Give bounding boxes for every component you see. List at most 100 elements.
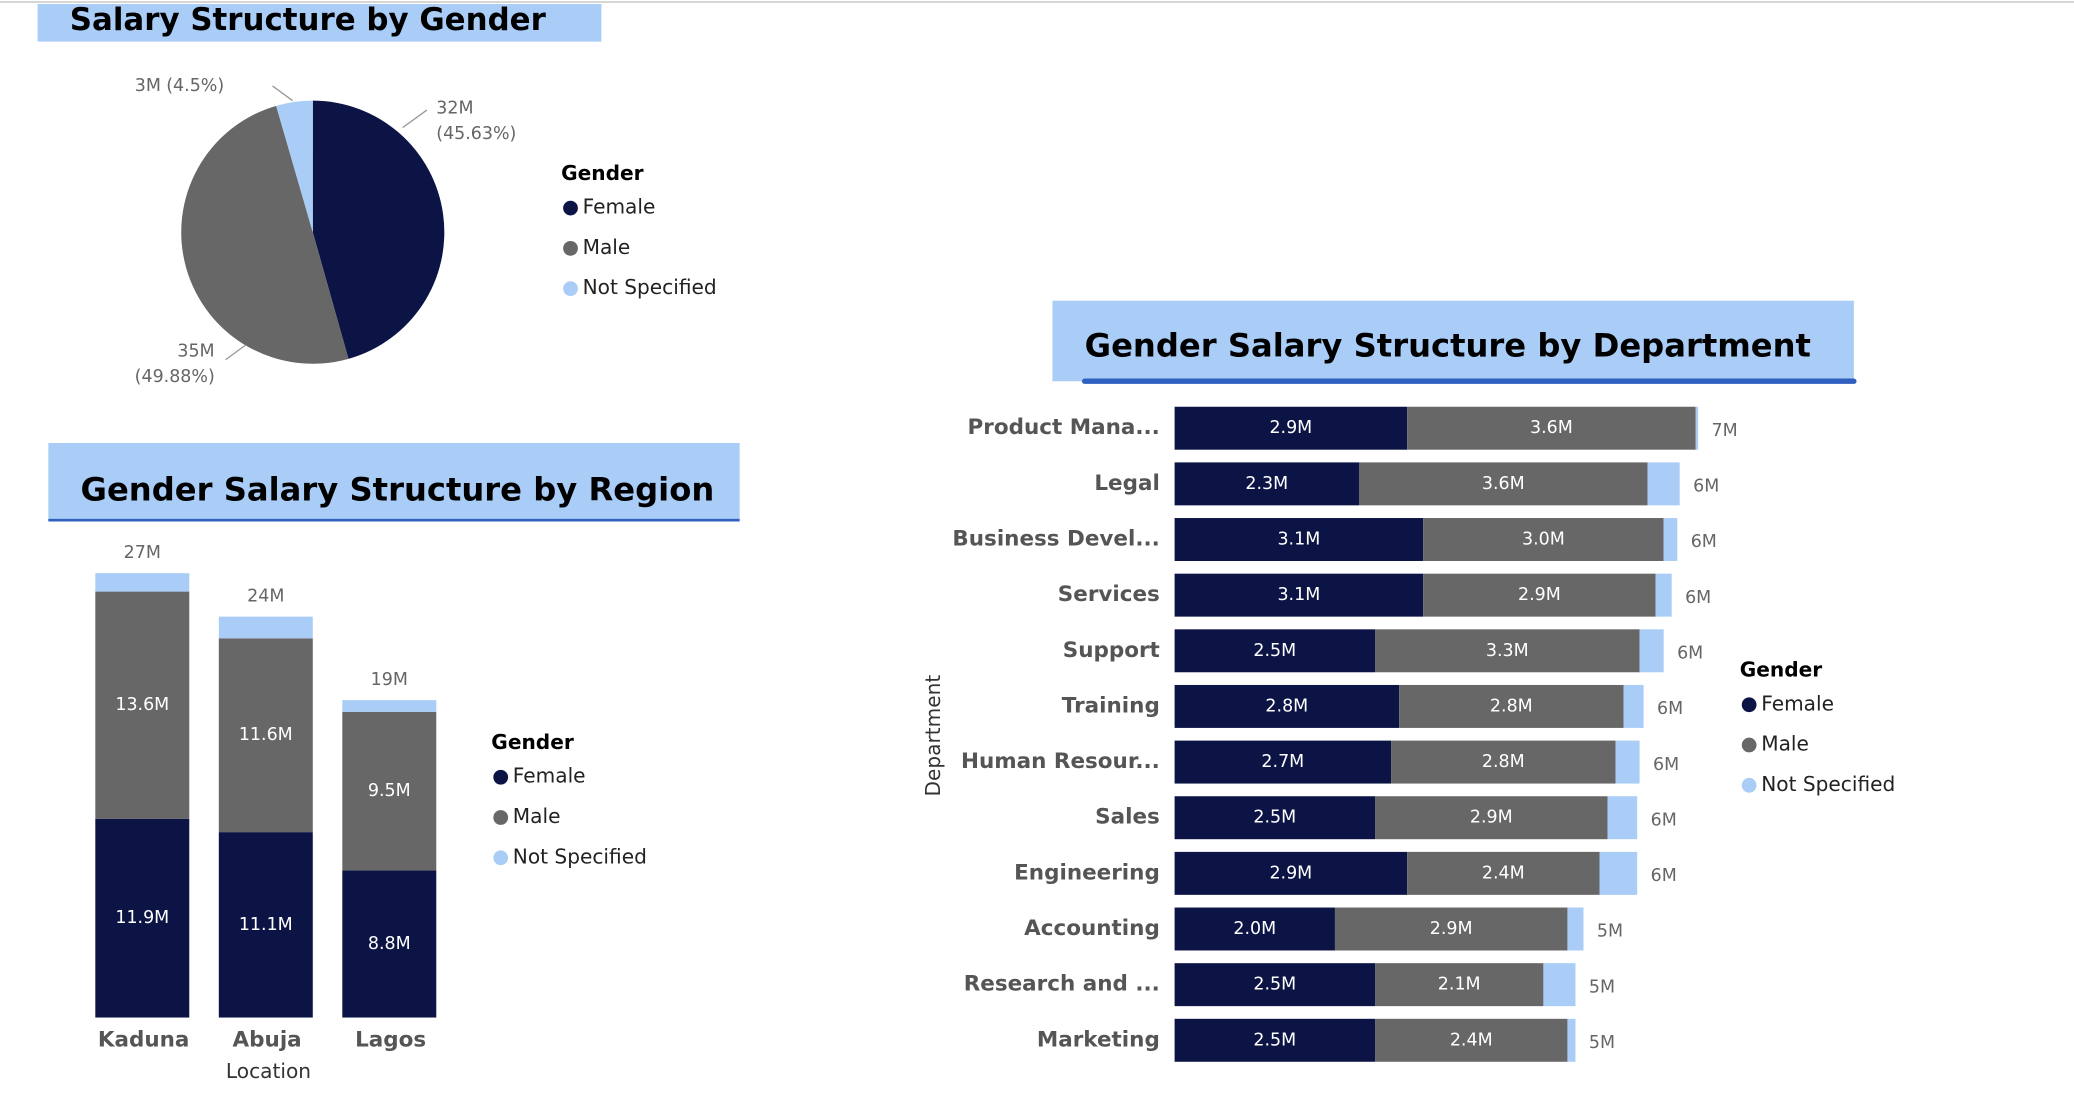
bar-segment: [1391, 740, 1616, 784]
bar-segment: [95, 573, 190, 592]
data-label: 2.4M: [1450, 1030, 1493, 1050]
data-label: 2.4M: [1482, 863, 1525, 883]
data-label: 2.5M: [1253, 808, 1296, 828]
y-tick-label: Product Mana...: [968, 415, 1160, 440]
value-label: 35M: [177, 342, 214, 362]
total-label: 5M: [1589, 977, 1615, 997]
bar-segment: [1543, 963, 1576, 1007]
total-label: 6M: [1651, 810, 1677, 830]
legend-label: Male: [1761, 732, 1809, 756]
bar-segment: [1423, 518, 1664, 561]
data-label: 3.1M: [1277, 585, 1320, 605]
total-label: 24M: [247, 587, 284, 607]
data-label: 2.9M: [1269, 418, 1312, 438]
total-label: 6M: [1691, 532, 1717, 552]
data-label: 2.8M: [1490, 696, 1533, 716]
leader-line: [402, 109, 428, 129]
data-label: 2.5M: [1253, 641, 1296, 661]
legend-label: Female: [513, 764, 586, 788]
bar-segment: [1407, 406, 1696, 450]
bar-segment: [1174, 796, 1376, 840]
data-label: 2.1M: [1438, 975, 1481, 995]
bar-segment: [1695, 406, 1699, 450]
legend-marker: [493, 850, 509, 866]
y-tick-label: Accounting: [1024, 916, 1160, 941]
leader-line: [225, 344, 247, 361]
bar-segment: [1375, 1018, 1568, 1062]
data-label: 3M (4.5%): [135, 76, 224, 96]
total-label: 6M: [1657, 699, 1683, 719]
legend-label: Male: [513, 804, 561, 828]
title-box: [1052, 300, 1854, 382]
bar-segment: [1174, 406, 1408, 450]
bar-segment: [218, 832, 313, 1018]
bar-segment: [1174, 907, 1335, 951]
bar-segment: [1174, 573, 1424, 617]
bar-segment: [1615, 740, 1640, 784]
data-label: 13.6M: [115, 695, 169, 715]
bar-segment: [342, 711, 437, 871]
data-label: 2.9M: [1470, 808, 1513, 828]
bar-segment: [1655, 573, 1672, 617]
data-label: 2.9M: [1269, 863, 1312, 883]
y-tick-label: Legal: [1094, 471, 1159, 496]
chart-title: Gender Salary Structure by Department: [1085, 327, 1811, 365]
chart-title: Salary Structure by Gender: [70, 2, 547, 38]
data-label: 9.5M: [368, 781, 411, 801]
bar-segment: [1623, 684, 1644, 728]
y-tick-label: Research and ...: [964, 972, 1160, 997]
title-box: [48, 442, 740, 520]
percent-label: (4.5%): [166, 76, 224, 96]
total-label: 6M: [1677, 643, 1703, 663]
total-label: 7M: [1712, 421, 1738, 441]
percent-label: (45.63%): [436, 124, 516, 144]
leader-line: [272, 85, 294, 102]
data-label: 11.6M: [239, 725, 293, 745]
total-label: 6M: [1653, 755, 1679, 775]
bar-segment: [1375, 963, 1544, 1007]
data-label: 11.1M: [239, 915, 293, 935]
legend-marker: [563, 240, 578, 256]
legend-title: Gender: [1740, 658, 1823, 682]
y-tick-label: Sales: [1095, 805, 1160, 830]
bar-segment: [1639, 629, 1664, 673]
legend-marker: [493, 810, 509, 825]
bar-segment: [1174, 740, 1392, 784]
y-tick-label: Services: [1058, 582, 1160, 607]
legend-label: Not Specified: [583, 275, 717, 299]
x-tick-label: Abuja: [233, 1027, 302, 1052]
total-label: 6M: [1651, 866, 1677, 886]
total-label: 27M: [124, 543, 161, 563]
pie-slice: [312, 100, 445, 359]
data-label: 2.5M: [1253, 975, 1296, 995]
data-label: 3.6M: [1482, 474, 1525, 494]
total-label: 5M: [1597, 922, 1623, 942]
x-tick-label: Kaduna: [98, 1027, 190, 1052]
legend-marker: [1741, 697, 1757, 713]
bar-segment: [1647, 462, 1680, 506]
data-label: 11.9M: [115, 908, 169, 928]
chart-title: Gender Salary Structure by Region: [81, 470, 715, 508]
data-label: 2.7M: [1261, 752, 1304, 772]
data-label: 2.8M: [1265, 696, 1308, 716]
pie-slice: [181, 105, 349, 364]
data-label: 3.3M: [1486, 641, 1529, 661]
bar-segment: [1399, 684, 1624, 728]
legend-title: Gender: [561, 161, 644, 185]
y-tick-label: Support: [1063, 638, 1160, 663]
legend-marker: [1741, 737, 1757, 753]
data-label: 3.0M: [1522, 530, 1565, 550]
bar-segment: [1174, 963, 1376, 1007]
y-tick-label: Marketing: [1037, 1027, 1160, 1052]
bar-segment: [1567, 1018, 1576, 1062]
bar-segment: [1375, 629, 1640, 673]
bar-segment: [1423, 573, 1656, 617]
legend-marker: [493, 769, 509, 785]
data-label: 3.6M: [1530, 418, 1573, 438]
bar-segment: [342, 870, 437, 1018]
bar-segment: [1375, 796, 1608, 840]
x-axis-title: Location: [226, 1059, 311, 1083]
bar-segment: [218, 616, 313, 639]
y-tick-label: Business Devel...: [952, 527, 1159, 552]
